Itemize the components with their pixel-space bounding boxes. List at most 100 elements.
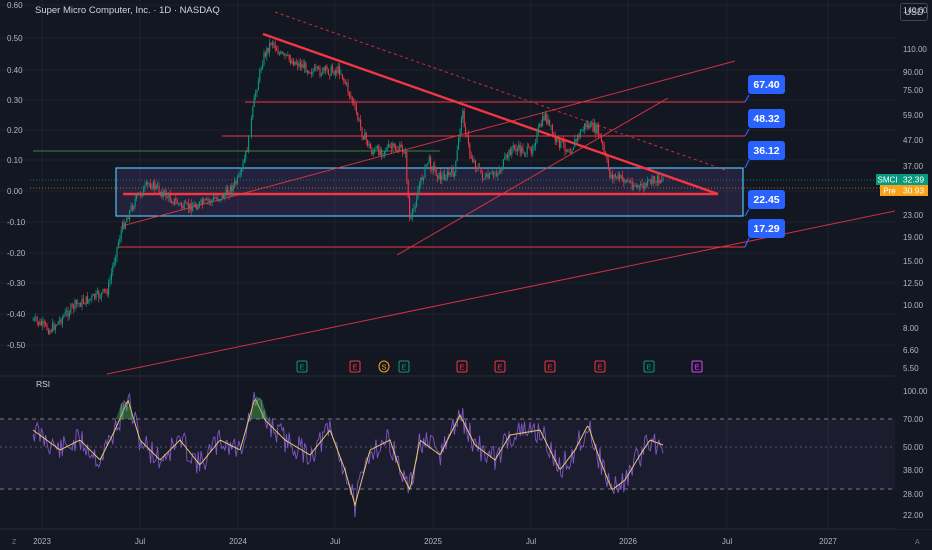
rsi-line: [32, 391, 664, 518]
price-tag-pre: Pre 30.93: [880, 185, 928, 196]
candle-body: [522, 147, 524, 154]
candle-body: [407, 180, 409, 198]
candle-body: [442, 174, 444, 176]
candle-body: [96, 291, 98, 293]
event-marker[interactable]: E: [494, 360, 506, 373]
candle-body: [339, 66, 341, 75]
level-label-17[interactable]: 17.29: [748, 219, 785, 238]
right-price-axis[interactable]: 140.00110.0090.0075.0059.0047.0037.0029.…: [895, 0, 932, 529]
level-label-36[interactable]: 36.12: [748, 141, 785, 160]
candle-body: [255, 92, 257, 97]
auto-scale-toggle[interactable]: A: [915, 539, 920, 546]
candle-body: [270, 42, 272, 45]
event-marker[interactable]: E: [594, 360, 606, 373]
candle-body: [287, 54, 289, 56]
event-marker[interactable]: E: [544, 360, 556, 373]
candle-body: [466, 133, 468, 135]
candle-body: [248, 135, 250, 152]
level-label-22[interactable]: 22.45: [748, 190, 785, 209]
rising-channel-upper[interactable]: [121, 60, 736, 227]
candle-body: [656, 175, 658, 183]
event-marker-box: [691, 360, 703, 373]
candle-body: [294, 61, 296, 66]
candle-body: [392, 143, 394, 149]
rsi-axis-tick: 38.00: [903, 466, 924, 475]
rising-channel-lower[interactable]: [396, 97, 669, 256]
candle-body: [390, 146, 392, 149]
descending-trendline[interactable]: [262, 32, 719, 196]
candle-body: [547, 119, 549, 124]
candle-body: [36, 317, 38, 322]
candle-body: [546, 113, 548, 124]
timezone-z-toggle[interactable]: Z: [12, 539, 17, 546]
candle-body: [60, 319, 62, 324]
candle-body: [565, 149, 567, 152]
rsi-axis-tick: 28.00: [903, 490, 924, 499]
candle-body: [518, 144, 520, 149]
event-marker[interactable]: E: [643, 360, 655, 373]
event-marker[interactable]: S: [378, 360, 390, 373]
candle-body: [374, 148, 376, 153]
candle-body: [446, 171, 448, 179]
event-marker[interactable]: E: [296, 360, 308, 373]
candle-body: [162, 191, 164, 198]
candle-body: [144, 184, 146, 188]
level-callouts: [744, 94, 750, 248]
consolidation-box[interactable]: [115, 167, 744, 217]
candle-body: [432, 165, 434, 171]
right-axis-tick: 110.00: [903, 45, 927, 54]
level-label-67[interactable]: 67.40: [748, 75, 785, 94]
candle-body: [609, 169, 611, 178]
event-marker[interactable]: E: [691, 360, 703, 373]
event-marker-box: [296, 360, 308, 373]
candle-body: [389, 144, 391, 147]
time-axis-tick: 2025: [424, 537, 442, 546]
candle-body: [130, 205, 132, 211]
candle-body: [579, 130, 581, 138]
event-marker-text: E: [459, 363, 464, 372]
rsi-panel-label[interactable]: RSI: [36, 379, 50, 389]
candle-body: [35, 317, 37, 319]
event-marker[interactable]: E: [349, 360, 361, 373]
candle-body: [458, 138, 460, 150]
candlestick-series: [32, 38, 664, 336]
level-label-48[interactable]: 48.32: [748, 109, 785, 128]
candle-body: [449, 172, 451, 175]
left-axis-tick: 0.10: [7, 156, 23, 165]
candle-body: [437, 175, 439, 179]
candle-body: [301, 64, 303, 68]
candle-body: [143, 187, 145, 196]
candle-body: [187, 203, 189, 209]
right-axis-tick: 15.00: [903, 257, 924, 266]
candle-body: [340, 74, 342, 76]
candle-body: [444, 174, 446, 181]
time-axis-tick: Jul: [526, 537, 536, 546]
candle-body: [495, 174, 497, 176]
candle-body: [278, 53, 280, 55]
dashed-trendline[interactable]: [274, 11, 729, 172]
candle-body: [168, 193, 170, 198]
long-term-trendline[interactable]: [106, 210, 896, 375]
candle-body: [649, 179, 651, 181]
time-axis[interactable]: 2023 Jul 2024 Jul 2025 Jul 2026 Jul 2027: [33, 537, 837, 546]
event-marker[interactable]: E: [456, 360, 468, 373]
candle-body: [124, 222, 126, 229]
candle-body: [89, 298, 91, 300]
candle-body: [659, 180, 661, 184]
level-label-box: [748, 109, 785, 128]
symbol-title[interactable]: Super Micro Computer, Inc. · 1D · NASDAQ: [35, 5, 220, 16]
candle-body: [134, 198, 136, 206]
event-marker[interactable]: E: [398, 360, 410, 373]
right-axis-tick: 59.00: [903, 111, 924, 120]
candle-body: [61, 317, 63, 324]
candle-body: [570, 152, 572, 154]
candle-body: [372, 152, 374, 155]
price-tag-value-box: [899, 185, 928, 196]
price-tag-smci: SMCI 32.39: [876, 174, 928, 185]
event-marker-text: E: [299, 363, 304, 372]
candle-body: [161, 192, 163, 198]
candle-body: [556, 137, 558, 142]
currency-button[interactable]: USD: [900, 3, 928, 21]
